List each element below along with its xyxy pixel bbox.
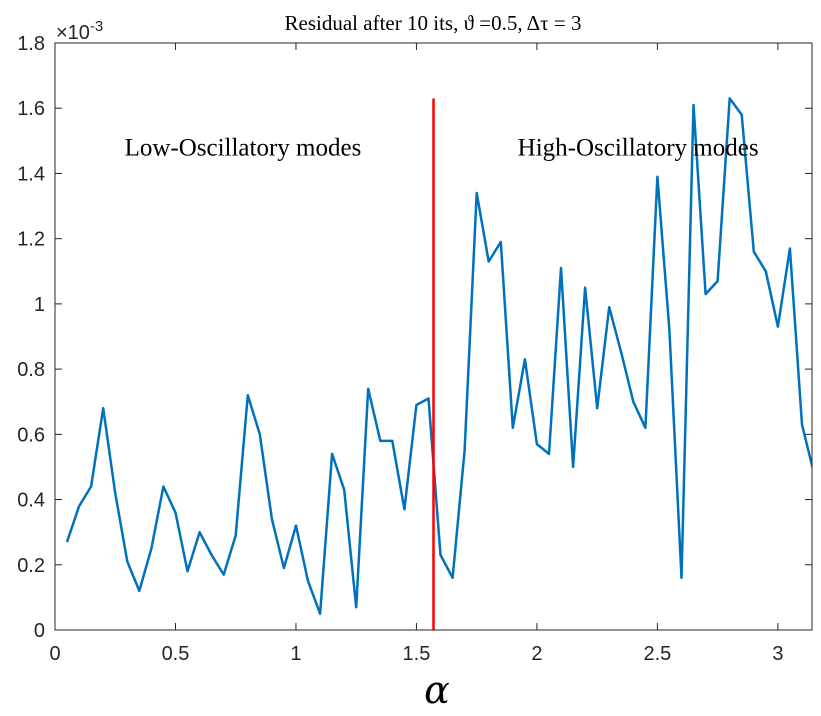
annotation-high-oscillatory: High-Oscillatory modes [518, 134, 759, 161]
chart-title: Residual after 10 its, ϑ =0.5, Δτ = 3 [285, 11, 582, 35]
y-exponent-label: ×10-3 [56, 18, 103, 44]
y-tick-label: 0.8 [17, 359, 45, 381]
y-tick-label: 0.6 [17, 424, 45, 446]
series-line-residual [65, 97, 812, 615]
series-layer [65, 97, 812, 615]
axis-ticks [54, 42, 812, 631]
y-tick-label: 1.2 [17, 229, 45, 251]
x-tick-label: 0.5 [162, 643, 190, 665]
y-exponent-base: ×10 [56, 22, 90, 44]
x-tick-label: 2 [531, 643, 542, 665]
y-tick-label: 1.6 [17, 98, 45, 120]
y-tick-label: 0 [34, 620, 45, 642]
y-tick-label: 1 [34, 294, 45, 316]
x-tick-label: 1 [290, 643, 301, 665]
x-axis-label: α [424, 668, 450, 712]
x-tick-labels: 0 0.5 1 1.5 2 2.5 3 [49, 643, 783, 665]
y-tick-label: 1.8 [17, 33, 45, 55]
x-tick-label: 1.5 [403, 643, 431, 665]
y-tick-labels: 0 0.2 0.4 0.6 0.8 1 1.2 1.4 1.6 1.8 [17, 33, 45, 642]
x-tick-label: 2.5 [643, 643, 671, 665]
y-tick-label: 0.2 [17, 555, 45, 577]
axes-box [54, 42, 813, 631]
annotation-low-oscillatory: Low-Oscillatory modes [125, 134, 362, 161]
y-tick-label: 1.4 [17, 163, 45, 185]
x-tick-label: 0 [49, 643, 60, 665]
y-tick-label: 0.4 [17, 490, 45, 512]
y-exponent-power: -3 [90, 18, 103, 35]
x-tick-label: 3 [772, 643, 783, 665]
